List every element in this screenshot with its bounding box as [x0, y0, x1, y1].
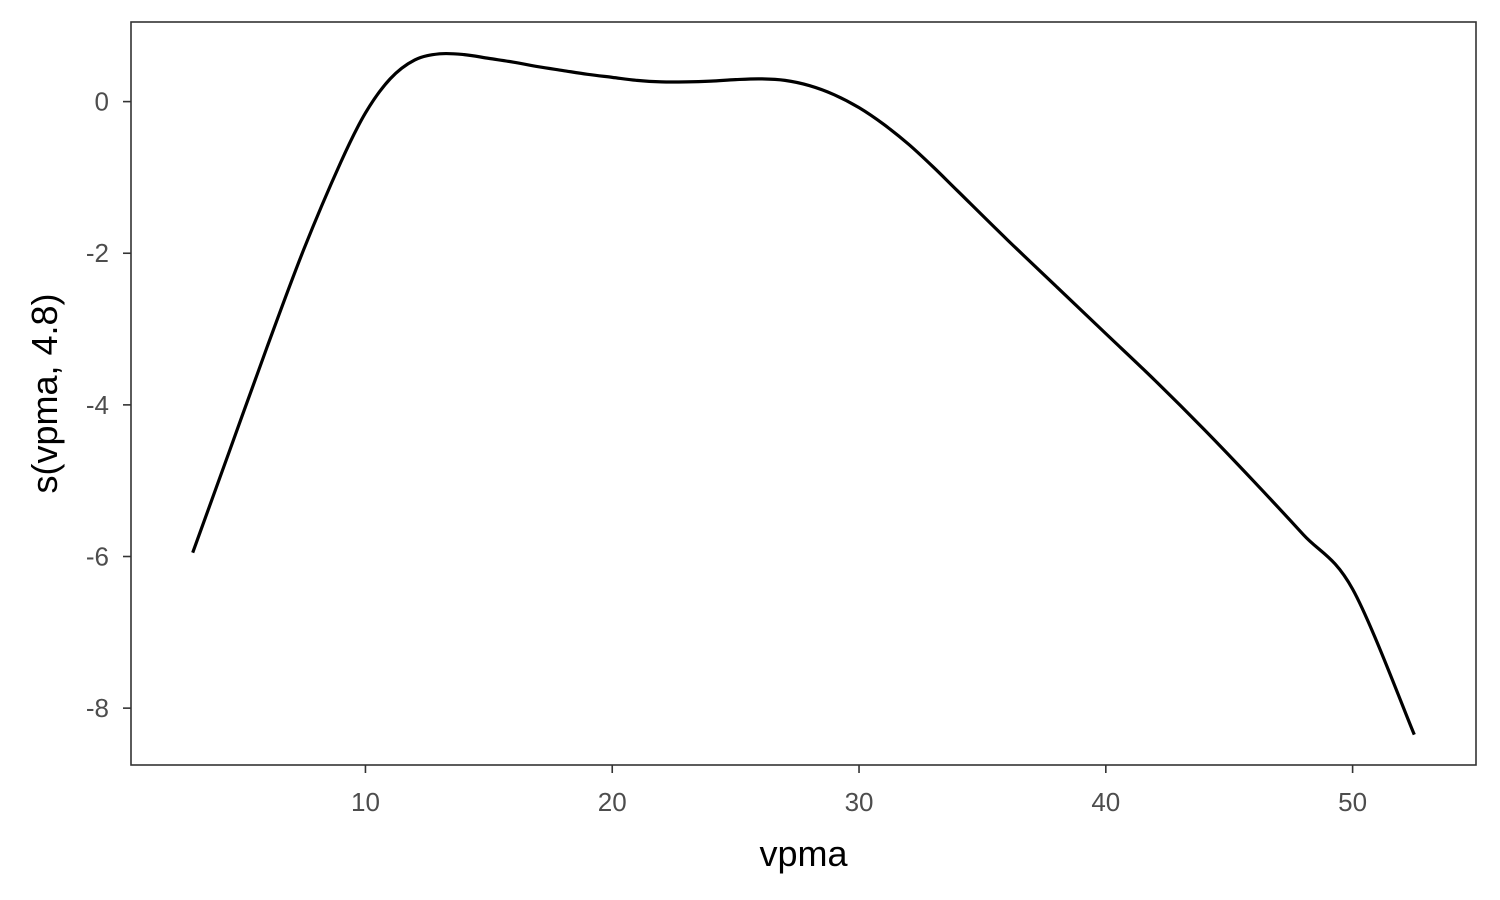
x-axis-title: vpma	[759, 833, 848, 874]
x-tick-label: 50	[1338, 787, 1367, 817]
y-tick-label: -4	[86, 390, 109, 420]
plot-panel-border	[130, 21, 1477, 766]
x-tick-label: 20	[598, 787, 627, 817]
y-tick-label: -8	[86, 693, 109, 723]
y-axis-title: s(vpma, 4.8)	[24, 293, 65, 493]
y-tick-label: 0	[95, 87, 109, 117]
x-tick-label: 10	[351, 787, 380, 817]
y-tick-label: -2	[86, 238, 109, 268]
y-axis-ticks: 0 -2 -4 -6 -8	[86, 87, 131, 723]
x-tick-label: 30	[845, 787, 874, 817]
x-tick-label: 40	[1091, 787, 1120, 817]
y-tick-label: -6	[86, 542, 109, 572]
x-axis-ticks: 10 20 30 40 50	[351, 765, 1367, 817]
series-layer	[191, 51, 1416, 736]
series-line	[191, 51, 1416, 736]
